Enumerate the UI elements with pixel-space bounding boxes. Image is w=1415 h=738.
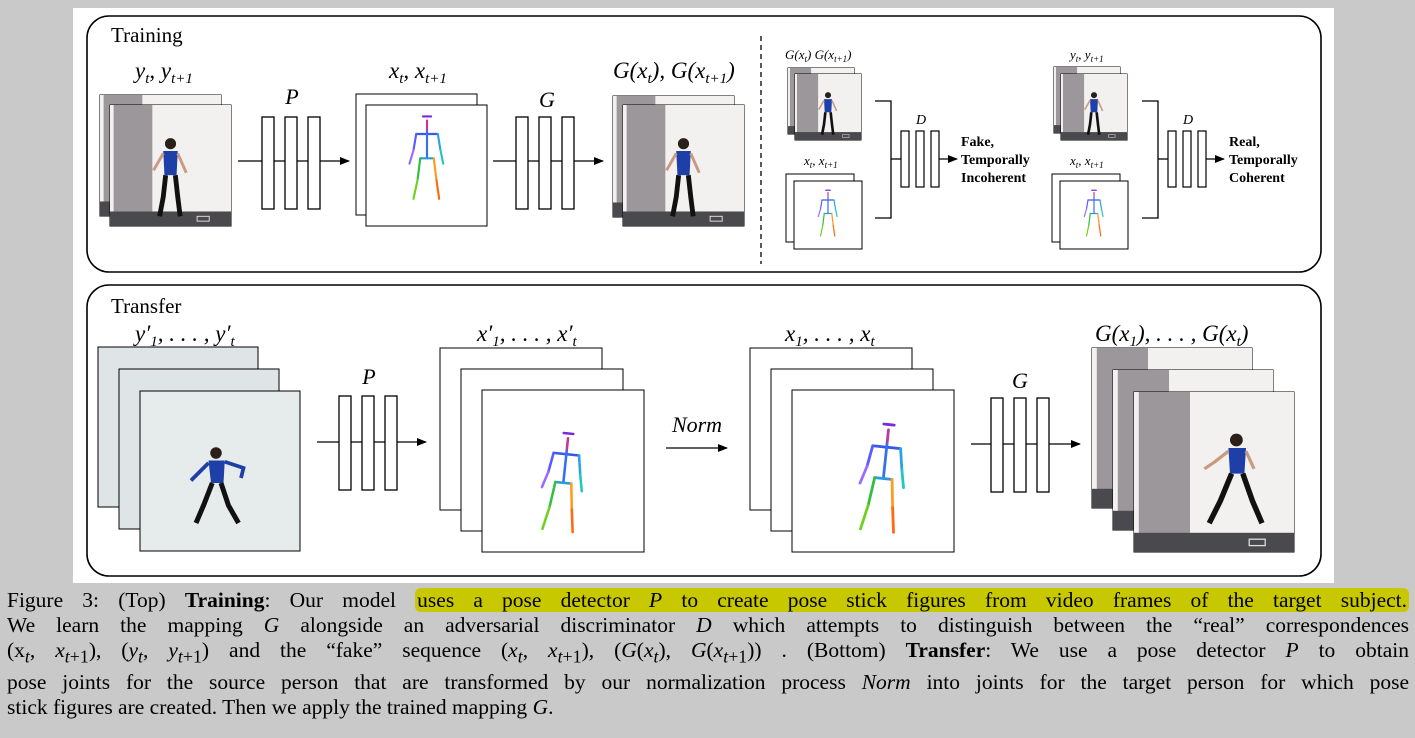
caption-line-3: (xt, xt+1), (yt, yt+1) and the “fake” se… bbox=[7, 638, 1409, 667]
real-pose-pair bbox=[1051, 173, 1129, 250]
label-G-transfer: G bbox=[1012, 368, 1028, 393]
figure-caption: Figure 3: (Top) Training: Our model uses… bbox=[7, 588, 1410, 720]
svg-text:Real,: Real, bbox=[1229, 135, 1260, 150]
label-generated-seq: G(x1), . . . , G(xt) bbox=[1095, 321, 1248, 350]
label-P-training: P bbox=[284, 84, 298, 109]
label-P-transfer: P bbox=[361, 364, 375, 389]
training-generated-frames bbox=[612, 95, 745, 227]
caption-line-4: pose joints for the source person that a… bbox=[7, 669, 1409, 694]
transfer-panel-title: Transfer bbox=[111, 294, 181, 318]
transfer-generator-G bbox=[990, 397, 1050, 493]
svg-text:Incoherent: Incoherent bbox=[961, 171, 1026, 186]
training-input-frames bbox=[99, 94, 232, 227]
svg-text:Temporally: Temporally bbox=[1229, 153, 1298, 168]
label-norm: Norm bbox=[671, 412, 722, 437]
training-pose-frames bbox=[355, 93, 488, 227]
label-fake-x: xt, xt+1 bbox=[803, 153, 838, 170]
label-fake-gx: G(xt) G(xt+1) bbox=[785, 47, 852, 64]
caption-highlight: uses a pose detector P to create pose st… bbox=[415, 588, 1410, 612]
transfer-pose-detector-P bbox=[338, 395, 398, 491]
label-D-real: D bbox=[1182, 113, 1193, 128]
svg-text:Fake,: Fake, bbox=[961, 135, 994, 150]
label-D-fake: D bbox=[915, 113, 926, 128]
label-generated-frames: G(xt), G(xt+1) bbox=[613, 58, 735, 87]
fake-discriminator-D bbox=[900, 130, 940, 188]
real-label: Real, Temporally Coherent bbox=[1229, 135, 1298, 186]
real-frame-pair bbox=[1053, 66, 1128, 141]
label-real-x: xt, xt+1 bbox=[1069, 153, 1104, 170]
label-G-training: G bbox=[539, 87, 555, 112]
label-x-seq: x1, . . . , xt bbox=[784, 321, 875, 350]
training-generator-G bbox=[515, 116, 575, 210]
label-x-frames: xt, xt+1 bbox=[388, 58, 447, 87]
figure-diagram: Training yt, yt+1 P xt, xt+1 G G(xt), G(… bbox=[86, 15, 1322, 577]
transfer-panel bbox=[86, 284, 1322, 577]
transfer-generated-frames bbox=[1091, 347, 1295, 553]
svg-text:Coherent: Coherent bbox=[1229, 171, 1285, 186]
caption-line-5: stick figures are created. Then we apply… bbox=[7, 695, 554, 720]
real-discriminator-D bbox=[1167, 130, 1207, 188]
training-pose-detector-P bbox=[261, 116, 321, 210]
caption-line-1: Figure 3: (Top) Training: Our model uses… bbox=[7, 588, 1410, 612]
fake-generated-pair bbox=[787, 67, 862, 141]
training-panel bbox=[86, 15, 1322, 273]
fake-label: Fake, Temporally Incoherent bbox=[961, 135, 1030, 186]
label-real-y: yt, yt+1 bbox=[1068, 47, 1104, 64]
figure-panel: Training yt, yt+1 P xt, xt+1 G G(xt), G(… bbox=[73, 8, 1334, 583]
transfer-normalized-poses bbox=[749, 347, 955, 553]
label-x-prime-seq: x′1, . . . , x′t bbox=[476, 321, 578, 350]
transfer-source-poses bbox=[439, 347, 645, 553]
transfer-source-frames bbox=[97, 346, 301, 552]
training-panel-title: Training bbox=[111, 23, 183, 47]
label-y-frames: yt, yt+1 bbox=[133, 58, 193, 87]
svg-text:Temporally: Temporally bbox=[961, 153, 1030, 168]
label-y-prime-seq: y′1, . . . , y′t bbox=[133, 321, 236, 350]
caption-line-2: We learn the mapping G alongside an adve… bbox=[7, 613, 1409, 638]
fake-pose-pair bbox=[785, 173, 863, 250]
